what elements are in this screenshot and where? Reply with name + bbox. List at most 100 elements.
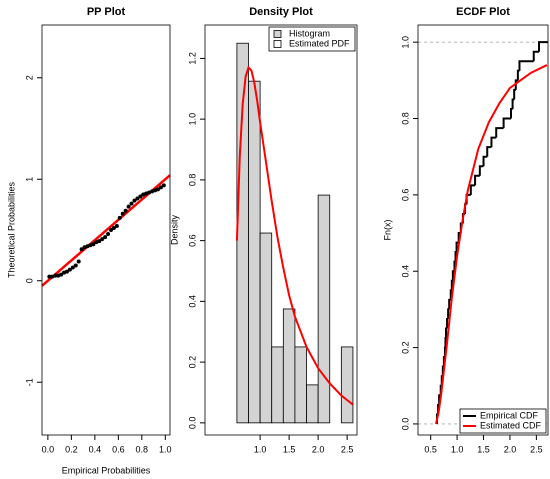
y-axis-label: Density xyxy=(169,214,179,245)
chart-title: Density Plot xyxy=(249,6,313,18)
x-tick-label: 1.5 xyxy=(477,444,490,454)
y-tick-label: 0.4 xyxy=(400,265,410,278)
y-tick-label: 1.0 xyxy=(400,36,410,49)
bar xyxy=(340,346,354,424)
y-tick-label: 0.0 xyxy=(400,418,410,431)
y-tick-label: 0.2 xyxy=(187,356,197,369)
plot-frame xyxy=(41,24,171,436)
ecdf-step xyxy=(454,251,457,262)
legend-label: Estimated PDF xyxy=(289,38,350,48)
point xyxy=(120,211,125,216)
bar xyxy=(306,384,319,424)
x-tick-label: 0.2 xyxy=(65,444,78,454)
legend-label: Histogram xyxy=(289,28,330,38)
point xyxy=(135,196,140,201)
ecdf-step xyxy=(450,279,453,291)
ecdf-step xyxy=(510,107,513,119)
y-axis-label: Fn(x) xyxy=(382,220,392,241)
point xyxy=(73,263,78,268)
point xyxy=(106,232,111,237)
chart-title: PP Plot xyxy=(87,6,126,18)
x-tick-label: 1.5 xyxy=(283,444,296,454)
y-tick-label: 0.8 xyxy=(187,174,197,187)
point xyxy=(103,235,108,240)
point xyxy=(59,272,64,277)
ecdf-step xyxy=(538,41,548,52)
legend-swatch xyxy=(273,30,282,38)
ecdf-step xyxy=(516,69,520,81)
y-tick-label: 2 xyxy=(24,75,34,80)
ecdf-step xyxy=(474,174,480,186)
x-tick-label: 0.4 xyxy=(89,444,102,454)
point xyxy=(123,208,128,213)
ecdf-step xyxy=(486,146,492,157)
ecdf-step xyxy=(445,327,448,339)
y-tick-label: 1.2 xyxy=(187,52,197,65)
ecdf-step xyxy=(490,136,497,148)
ecdf-step xyxy=(532,50,540,62)
ecdf-step xyxy=(513,88,516,100)
x-tick-label: 2.0 xyxy=(504,444,517,454)
bar xyxy=(282,308,296,424)
point xyxy=(117,215,122,220)
cdf-curve xyxy=(434,64,548,425)
point xyxy=(108,228,113,232)
y-tick-label: 0.6 xyxy=(400,189,410,202)
legend-label: Empirical CDF xyxy=(480,410,539,420)
point xyxy=(97,239,102,244)
point xyxy=(53,273,58,278)
point xyxy=(129,201,134,206)
bar xyxy=(317,194,331,424)
ecdf-step xyxy=(502,117,512,129)
point xyxy=(126,204,131,209)
y-tick-label: 0.4 xyxy=(187,295,197,308)
x-tick-label: 0.6 xyxy=(112,444,125,454)
plot-frame xyxy=(204,24,358,436)
y-axis-label: Theoretical Probabilities xyxy=(6,181,16,278)
chart-title: ECDF Plot xyxy=(456,6,510,18)
x-axis-label: Empirical Probabilities xyxy=(62,465,151,475)
x-tick-label: 0.5 xyxy=(424,444,437,454)
point xyxy=(138,194,143,199)
bar xyxy=(271,346,284,424)
point xyxy=(114,223,119,228)
y-tick-label: 1 xyxy=(24,177,34,182)
ecdf-step xyxy=(482,155,488,167)
point xyxy=(67,267,72,272)
x-tick-label: 0.8 xyxy=(136,444,149,454)
y-tick-label: 0 xyxy=(24,278,34,283)
x-tick-label: 1.0 xyxy=(159,444,172,454)
point xyxy=(76,259,81,264)
point xyxy=(155,187,160,192)
ecdf-step xyxy=(518,60,534,71)
legend-box xyxy=(459,408,547,434)
bar xyxy=(259,232,273,424)
point xyxy=(158,185,163,190)
point xyxy=(79,247,84,252)
y-tick-label: 0.0 xyxy=(187,417,197,430)
ecdf-step xyxy=(469,184,476,195)
point xyxy=(161,183,166,188)
ecdf-step xyxy=(478,165,484,176)
y-tick-label: 1.0 xyxy=(187,113,197,126)
bar xyxy=(248,80,261,424)
point xyxy=(70,265,75,270)
ecdf-step xyxy=(511,98,515,109)
point xyxy=(47,274,52,279)
y-tick-label: -1 xyxy=(24,378,34,386)
x-tick-label: 2.5 xyxy=(341,444,354,454)
legend-swatch xyxy=(273,40,282,48)
plot-frame xyxy=(417,24,549,436)
point xyxy=(100,237,105,242)
point xyxy=(91,242,96,247)
x-tick-label: 2.0 xyxy=(312,444,325,454)
x-tick-label: 0.0 xyxy=(42,444,55,454)
point xyxy=(111,225,116,230)
pdf-curve xyxy=(235,65,354,406)
bar xyxy=(294,346,307,424)
legend-label: Estimated CDF xyxy=(480,420,542,430)
ecdf-step xyxy=(446,317,449,329)
legend-box xyxy=(268,26,356,52)
y-tick-label: 0.6 xyxy=(187,234,197,247)
